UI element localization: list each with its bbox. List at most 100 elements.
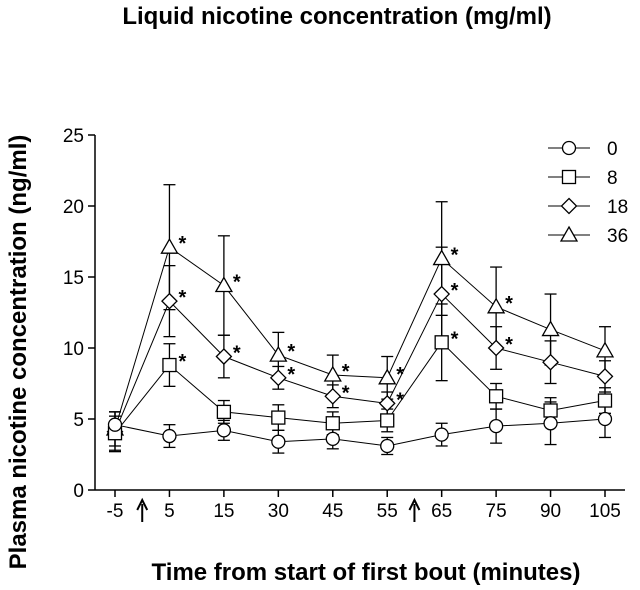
data-point (434, 427, 449, 442)
data-point (378, 368, 397, 385)
data-point (543, 403, 558, 418)
significance-star: * (505, 293, 513, 315)
data-point (378, 394, 396, 412)
plot-area: **** ******* ***** (105, 184, 615, 456)
x-tick-label: 30 (268, 501, 289, 522)
x-tick-label: -5 (107, 501, 124, 522)
data-point (216, 423, 232, 438)
legend: 0 8 18 36 (548, 139, 628, 247)
bout-arrow-head (408, 497, 421, 511)
data-point (380, 413, 395, 428)
bout-arrow-1: ↑ (136, 497, 149, 522)
data-point (543, 416, 558, 431)
y-tick-label: 15 (63, 268, 84, 289)
significance-star: * (451, 328, 459, 350)
series-line (114, 341, 606, 434)
bout-arrow-head (136, 497, 149, 511)
legend-item-18: 18 (548, 197, 628, 218)
data-point (542, 353, 559, 371)
legend-item-0: 0 (548, 139, 618, 160)
significance-star: * (505, 334, 513, 356)
significance-star: * (342, 361, 350, 383)
data-point (432, 249, 451, 266)
data-point (488, 418, 504, 434)
significance-star: * (233, 272, 241, 294)
significance-star: * (287, 341, 295, 363)
chart-title: Liquid nicotine concentration (mg/ml) (122, 3, 551, 30)
series-8-points: ** (107, 328, 613, 441)
series-line (114, 418, 606, 447)
data-point (434, 335, 449, 350)
data-point (162, 428, 177, 444)
data-point (160, 237, 179, 254)
legend-item-8: 8 (548, 168, 618, 189)
significance-star: * (233, 343, 241, 365)
x-tick-label: 5 (164, 501, 175, 522)
significance-star: * (178, 287, 186, 309)
series-0-points (107, 411, 613, 454)
significance-star: * (396, 364, 404, 386)
series-18 (109, 246, 611, 453)
significance-star: * (178, 233, 186, 255)
data-point (486, 297, 506, 314)
data-point (325, 416, 340, 431)
legend-label: 0 (607, 139, 618, 160)
data-point (597, 393, 613, 408)
significance-star: * (287, 364, 295, 386)
data-point (597, 411, 613, 427)
legend-marker (561, 140, 577, 156)
data-point (541, 320, 560, 337)
legend-marker (560, 197, 578, 215)
legend-marker (561, 169, 577, 185)
data-point (271, 434, 286, 449)
data-point (162, 357, 177, 373)
data-point (216, 404, 232, 420)
series-8 (109, 303, 611, 451)
significance-star: * (178, 351, 186, 373)
series-36-points: **** *** (105, 233, 615, 436)
data-point (215, 348, 233, 365)
significance-star: * (451, 245, 459, 267)
y-tick-label: 25 (63, 126, 84, 147)
y-tick-label: 10 (63, 339, 84, 360)
data-point (380, 438, 395, 454)
x-tick-label: 75 (486, 501, 507, 522)
bout-arrow-2: ↑ (408, 497, 421, 522)
axes: 0 5 10 15 20 25 -5 5 15 30 45 55 65 75 90 105 ↑ ↑ (63, 126, 625, 522)
data-point (323, 365, 342, 382)
x-tick-label: 90 (540, 501, 561, 522)
x-axis-label: Time from start of first bout (minutes) (152, 559, 581, 586)
y-tick-label: 0 (73, 481, 84, 502)
significance-star: * (396, 389, 404, 411)
data-point (325, 431, 340, 447)
data-point (269, 369, 287, 387)
x-tick-label: 105 (589, 501, 621, 522)
significance-star: * (451, 280, 459, 302)
x-tick-label: 55 (377, 501, 398, 522)
legend-label: 36 (607, 226, 628, 247)
data-point (271, 410, 286, 425)
data-point (214, 276, 234, 293)
series-line (114, 293, 606, 432)
x-tick-label: 15 (213, 501, 234, 522)
series-0 (109, 399, 611, 456)
data-point (107, 417, 123, 432)
x-tick-label: 45 (322, 501, 343, 522)
data-point (595, 341, 615, 358)
significance-star: * (342, 382, 350, 404)
legend-marker (559, 225, 579, 242)
y-tick-label: 20 (63, 197, 84, 218)
data-point (324, 387, 342, 405)
data-point (269, 345, 288, 362)
data-point (161, 292, 178, 310)
legend-item-36: 36 (548, 225, 628, 247)
data-point (596, 367, 614, 385)
data-point (488, 389, 504, 404)
legend-label: 18 (607, 197, 628, 218)
y-axis-label: Plasma nicotine concentration (ng/ml) (5, 135, 32, 570)
y-tick-label: 5 (73, 410, 84, 431)
series-line (114, 246, 606, 430)
data-point (487, 339, 505, 357)
data-point (433, 285, 451, 303)
